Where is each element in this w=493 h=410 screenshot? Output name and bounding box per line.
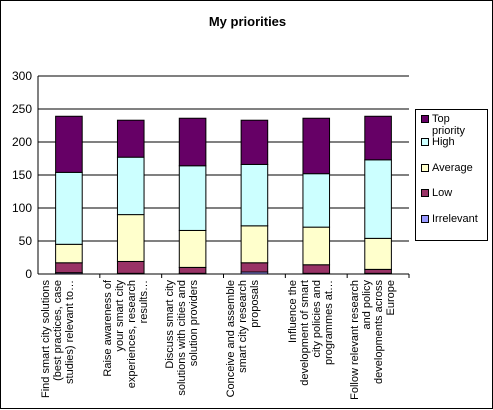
bar-segment xyxy=(364,237,392,270)
bar-segment xyxy=(55,262,83,274)
legend-label: Irrelevant xyxy=(432,213,478,225)
bar-segment xyxy=(364,159,392,239)
legend-swatch xyxy=(421,215,429,223)
legend-swatch xyxy=(421,138,429,146)
y-tick-label: 50 xyxy=(19,234,33,248)
bar-segment xyxy=(240,225,269,264)
x-tick-label: Find smart city solutions (best practice… xyxy=(39,280,76,398)
bar-segment xyxy=(116,214,145,262)
bar-segment xyxy=(55,171,83,245)
bar-segment xyxy=(178,165,207,231)
legend-label: High xyxy=(432,136,455,148)
bar-segment xyxy=(302,117,331,175)
bar-segment xyxy=(302,264,331,274)
bar-segment xyxy=(116,260,145,274)
bar-segment xyxy=(116,119,145,158)
y-tick-label: 0 xyxy=(25,267,32,281)
x-tick-label: Influence the development of smart city … xyxy=(287,280,336,386)
bar-segment xyxy=(178,229,207,268)
bar-segment xyxy=(302,226,331,266)
y-tick-label: 150 xyxy=(12,168,32,182)
bar-segment xyxy=(240,262,269,273)
bar-segment xyxy=(55,115,83,173)
bar-segment xyxy=(240,119,269,165)
x-tick-label: Raise awareness of your smart city exper… xyxy=(101,280,150,389)
bar-segment xyxy=(55,243,83,264)
y-tick-label: 250 xyxy=(12,102,32,116)
bar-segment xyxy=(364,268,392,274)
legend-swatch xyxy=(421,164,429,172)
bar-segment xyxy=(240,163,269,227)
x-tick-label: Follow relevant research and policy deve… xyxy=(349,280,398,400)
y-tick-label: 200 xyxy=(12,135,32,149)
legend-swatch xyxy=(421,115,429,123)
bar-segment xyxy=(116,156,145,216)
x-tick-label: Conceive and assemble smart city researc… xyxy=(225,280,262,398)
x-tick-label: Discuss smart city solutions with cities… xyxy=(163,280,200,396)
legend-label: Low xyxy=(432,187,453,199)
legend: Top priority High Average Low Irrelevant xyxy=(415,109,488,241)
bar-segment xyxy=(364,115,392,161)
bar-segment xyxy=(302,173,331,228)
chart-title: My priorities xyxy=(208,14,287,29)
y-tick-label: 300 xyxy=(12,69,32,83)
legend-label: Top priority xyxy=(432,113,466,137)
legend-swatch xyxy=(421,189,429,197)
legend-label: Average xyxy=(432,162,473,174)
bar-segment xyxy=(178,266,207,274)
bar-segment xyxy=(178,117,207,167)
y-tick-label: 100 xyxy=(12,201,32,215)
